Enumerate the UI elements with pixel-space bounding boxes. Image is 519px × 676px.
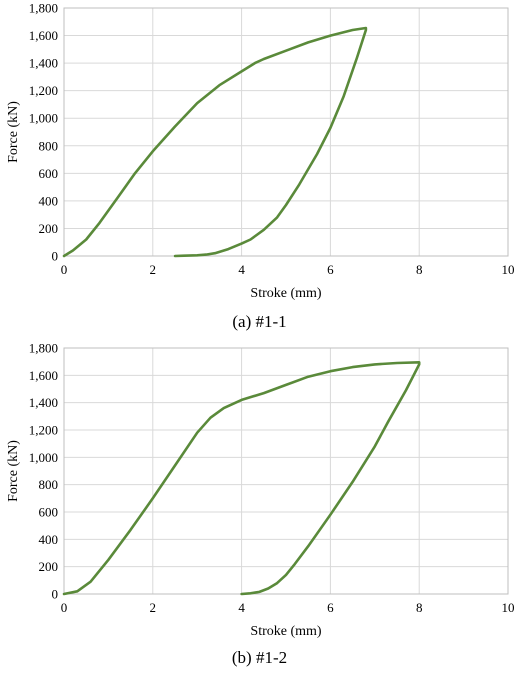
chart-b-y-tick-label: 400	[39, 532, 59, 547]
chart-a-x-tick-label: 6	[327, 262, 334, 277]
chart-b-y-tick-label: 600	[39, 505, 59, 520]
chart-a-y-tick-label: 1,600	[29, 28, 58, 43]
chart-b-svg: 0 2 4 6 8 10 0 200 400 600 800 1,000 1,200 1,400 1,600…	[6, 341, 515, 640]
chart-b-plot-area	[63, 347, 509, 595]
chart-b-y-tick-label: 1,200	[29, 423, 58, 438]
chart-a-y-axis-title: Force (kN)	[6, 101, 21, 163]
chart-a-y-tick-label: 600	[39, 166, 59, 181]
chart-a-x-axis-title: Stroke (mm)	[250, 286, 321, 301]
chart-a-x-tick-label: 4	[238, 262, 245, 277]
chart-b-y-tick-label: 1,800	[29, 341, 58, 356]
chart-a-y-tick-label: 1,800	[29, 1, 58, 16]
chart-a-caption: (a) #1-1	[232, 312, 287, 331]
chart-b-series-line	[62, 360, 421, 596]
chart-a-x-tick-label: 2	[150, 262, 157, 277]
chart-a-svg: 0 2 4 6 8 10 0 200 400 600 800 1,000 1,200 1,400 1,600…	[6, 1, 515, 302]
chart-a-x-tick-label: 10	[502, 262, 515, 277]
chart-b-x-tick-label: 0	[61, 600, 68, 615]
chart-a-y-tick-label: 1,400	[29, 56, 58, 71]
chart-b-caption: (b) #1-2	[231, 648, 288, 667]
chart-b-x-axis-title: Stroke (mm)	[250, 624, 321, 639]
chart-panel-a: 0 2 4 6 8 10 0 200 400 600 800 1,000 1,200 1,400 1,600…	[6, 1, 515, 332]
chart-a-y-tick-label: 800	[39, 138, 59, 153]
chart-b-y-tick-label: 0	[52, 587, 59, 602]
chart-a-y-tick-label: 1,200	[29, 83, 58, 98]
chart-b-y-axis-title: Force (kN)	[6, 440, 21, 502]
chart-a-y-tick-label: 200	[39, 221, 59, 236]
chart-b-y-tick-label: 200	[39, 559, 59, 574]
chart-a-x-tick-label: 8	[416, 262, 423, 277]
chart-b-x-tick-label: 10	[502, 600, 515, 615]
chart-b-x-tick-label: 6	[327, 600, 334, 615]
chart-panel-b: 0 2 4 6 8 10 0 200 400 600 800 1,000 1,200 1,400 1,600…	[0, 338, 519, 676]
chart-b-x-tick-label: 8	[416, 600, 423, 615]
chart-b-y-tick-label: 1,400	[29, 395, 58, 410]
chart-a-series-line	[62, 26, 368, 258]
chart-b-x-tick-label: 4	[238, 600, 245, 615]
chart-b-y-tick-label: 1,000	[29, 450, 58, 465]
chart-a-x-tick-label: 0	[61, 262, 68, 277]
chart-b-y-tick-label: 1,600	[29, 368, 58, 383]
chart-a-plot-area	[63, 7, 509, 257]
chart-b-y-tick-label: 800	[39, 477, 59, 492]
chart-a-y-tick-label: 1,000	[29, 111, 58, 126]
chart-b-x-tick-label: 2	[150, 600, 157, 615]
chart-a-y-tick-label: 0	[52, 249, 59, 264]
chart-a-y-tick-label: 400	[39, 193, 59, 208]
